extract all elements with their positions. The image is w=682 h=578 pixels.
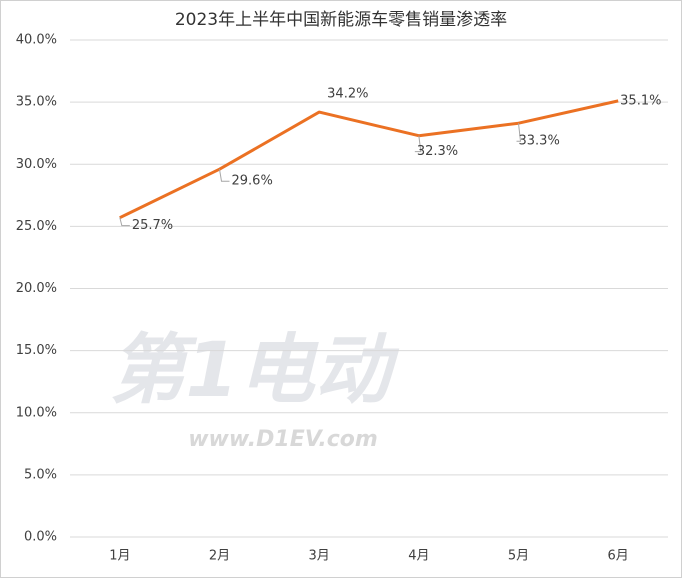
y-tick-label: 5.0% bbox=[24, 467, 57, 482]
data-label: 29.6% bbox=[232, 174, 273, 189]
line bbox=[119, 99, 619, 220]
leader-line bbox=[119, 217, 130, 227]
data-label: 25.7% bbox=[132, 218, 173, 233]
chart-title: 2023年上半年中国新能源车零售销量渗透率 bbox=[175, 10, 507, 30]
y-tick-label: 35.0% bbox=[16, 95, 57, 110]
x-tick-label: 6月 bbox=[608, 549, 629, 564]
x-tick-label: 3月 bbox=[309, 549, 330, 564]
y-tick-label: 30.0% bbox=[16, 157, 57, 172]
x-tick-label: 5月 bbox=[508, 549, 529, 564]
data-label: 34.2% bbox=[327, 87, 368, 102]
watermark-logo: 第1电动 bbox=[110, 325, 400, 414]
y-tick-label: 40.0% bbox=[16, 33, 57, 48]
x-tick-label: 4月 bbox=[408, 549, 429, 564]
data-label: 32.3% bbox=[417, 144, 458, 159]
leader-line bbox=[414, 135, 422, 153]
data-label: 35.1% bbox=[620, 93, 661, 108]
y-tick-label: 15.0% bbox=[16, 343, 57, 358]
leader-line bbox=[219, 169, 230, 182]
y-tick-label: 0.0% bbox=[24, 530, 57, 545]
x-tick-label: 1月 bbox=[109, 549, 130, 564]
data-label: 33.3% bbox=[519, 134, 560, 149]
x-tick-label: 2月 bbox=[209, 549, 230, 564]
leader-line bbox=[516, 123, 522, 142]
y-tick-label: 10.0% bbox=[16, 405, 57, 420]
y-tick-label: 20.0% bbox=[16, 281, 57, 296]
y-tick-label: 25.0% bbox=[16, 219, 57, 234]
watermark-url: www.D1EV.com bbox=[188, 427, 378, 452]
